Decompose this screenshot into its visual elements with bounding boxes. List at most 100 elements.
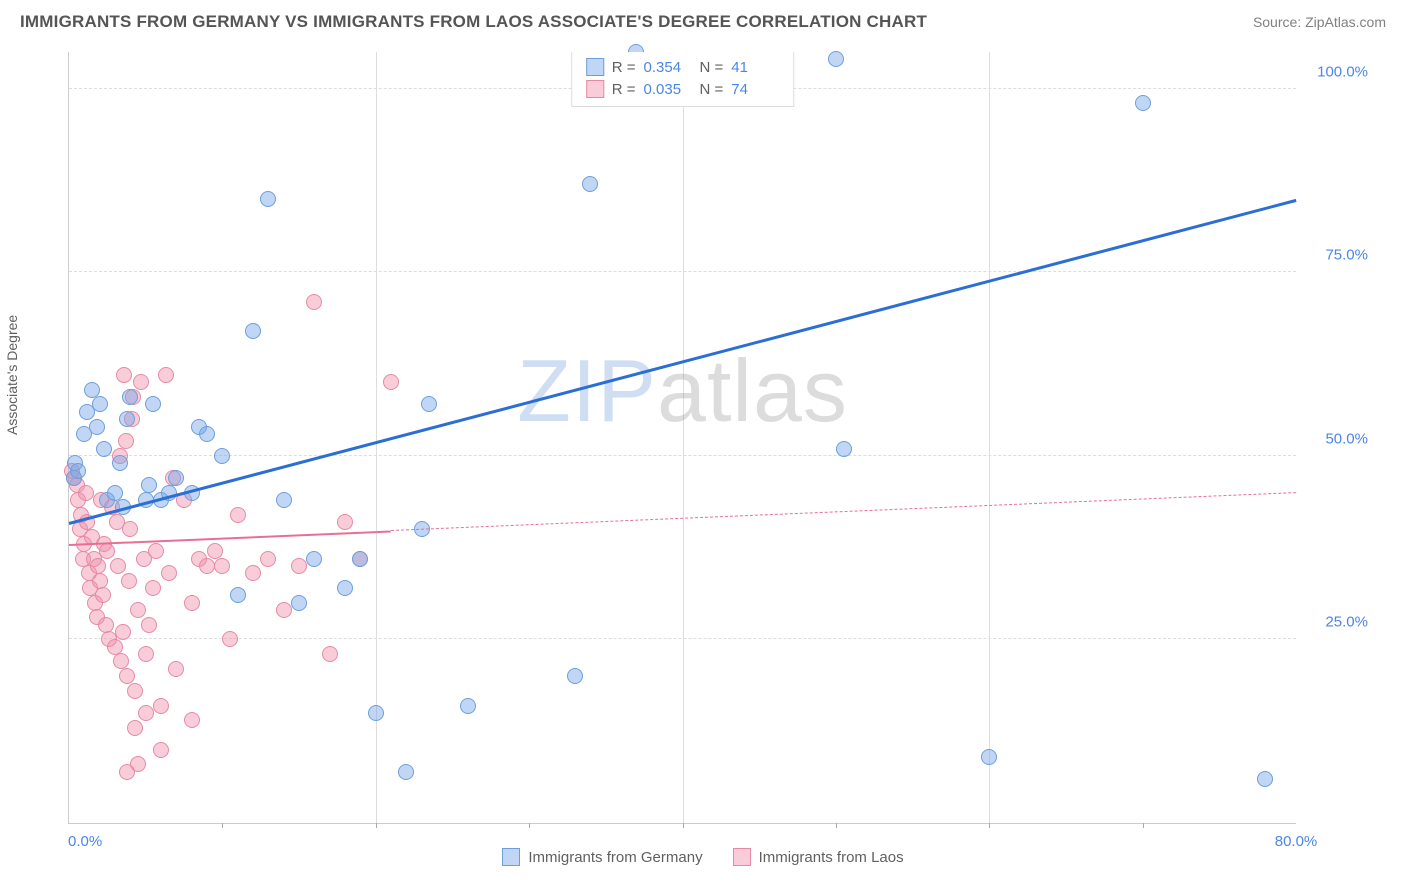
data-point-laos (306, 294, 322, 310)
data-point-laos (107, 639, 123, 655)
data-point-laos (113, 653, 129, 669)
plot-area: R = 0.354 N = 41 R = 0.035 N = 74 ZIPatl… (68, 52, 1296, 824)
n-label: N = (700, 59, 724, 76)
data-point-laos (122, 521, 138, 537)
legend-item-germany: Immigrants from Germany (502, 848, 702, 866)
n-value-laos: 74 (731, 81, 779, 98)
swatch-laos-bottom (733, 848, 751, 866)
x-tick-mark (529, 823, 530, 828)
data-point-laos (184, 712, 200, 728)
series-label-laos: Immigrants from Laos (759, 849, 904, 866)
swatch-germany (586, 58, 604, 76)
chart-container: Associate's Degree R = 0.354 N = 41 R = … (20, 42, 1386, 872)
data-point-laos (138, 705, 154, 721)
data-point-germany (567, 668, 583, 684)
data-point-laos (230, 507, 246, 523)
trendline-dashed-laos (391, 493, 1296, 532)
data-point-germany (398, 764, 414, 780)
trendline-laos (69, 530, 391, 545)
x-tick-mark (836, 823, 837, 828)
data-point-laos (199, 558, 215, 574)
legend-row-laos: R = 0.035 N = 74 (586, 78, 780, 100)
data-point-germany (230, 587, 246, 603)
data-point-germany (122, 389, 138, 405)
data-point-germany (112, 455, 128, 471)
legend-item-laos: Immigrants from Laos (733, 848, 904, 866)
data-point-germany (306, 551, 322, 567)
data-point-laos (127, 720, 143, 736)
data-point-laos (138, 646, 154, 662)
legend-row-germany: R = 0.354 N = 41 (586, 56, 780, 78)
data-point-germany (582, 176, 598, 192)
data-point-laos (245, 565, 261, 581)
data-point-laos (133, 374, 149, 390)
series-label-germany: Immigrants from Germany (528, 849, 702, 866)
y-tick-label: 75.0% (1308, 247, 1368, 264)
x-tick-mark (989, 823, 990, 828)
data-point-germany (460, 698, 476, 714)
data-point-laos (322, 646, 338, 662)
data-point-laos (121, 573, 137, 589)
y-tick-label: 50.0% (1308, 430, 1368, 447)
data-point-germany (836, 441, 852, 457)
data-point-laos (337, 514, 353, 530)
data-point-laos (119, 668, 135, 684)
x-tick-mark (222, 823, 223, 828)
data-point-germany (1135, 95, 1151, 111)
data-point-laos (115, 624, 131, 640)
source-attribution: Source: ZipAtlas.com (1253, 14, 1386, 30)
data-point-laos (276, 602, 292, 618)
r-label: R = (612, 81, 636, 98)
data-point-laos (383, 374, 399, 390)
data-point-laos (214, 558, 230, 574)
data-point-laos (90, 558, 106, 574)
data-point-laos (161, 565, 177, 581)
data-point-laos (168, 661, 184, 677)
x-tick-mark (376, 823, 377, 828)
chart-title: IMMIGRANTS FROM GERMANY VS IMMIGRANTS FR… (20, 12, 927, 32)
r-value-laos: 0.035 (644, 81, 692, 98)
data-point-germany (119, 411, 135, 427)
data-point-germany (260, 191, 276, 207)
data-point-germany (145, 396, 161, 412)
data-point-germany (981, 749, 997, 765)
y-axis-label: Associate's Degree (4, 315, 20, 435)
data-point-laos (95, 587, 111, 603)
n-label: N = (700, 81, 724, 98)
data-point-germany (214, 448, 230, 464)
correlation-legend: R = 0.354 N = 41 R = 0.035 N = 74 (571, 52, 795, 107)
data-point-germany (70, 463, 86, 479)
data-point-laos (98, 617, 114, 633)
data-point-germany (96, 441, 112, 457)
data-point-germany (92, 396, 108, 412)
data-point-laos (153, 698, 169, 714)
data-point-laos (145, 580, 161, 596)
data-point-laos (158, 367, 174, 383)
data-point-germany (89, 419, 105, 435)
data-point-laos (291, 558, 307, 574)
data-point-germany (421, 396, 437, 412)
data-point-germany (337, 580, 353, 596)
data-point-laos (141, 617, 157, 633)
data-point-germany (828, 51, 844, 67)
source-name: ZipAtlas.com (1305, 14, 1386, 30)
data-point-laos (127, 683, 143, 699)
data-point-laos (260, 551, 276, 567)
data-point-germany (107, 485, 123, 501)
source-prefix: Source: (1253, 14, 1305, 30)
n-value-germany: 41 (731, 59, 779, 76)
data-point-germany (1257, 771, 1273, 787)
swatch-germany-bottom (502, 848, 520, 866)
data-point-laos (78, 485, 94, 501)
watermark-atlas: atlas (657, 341, 848, 440)
data-point-laos (130, 602, 146, 618)
data-point-germany (352, 551, 368, 567)
data-point-laos (118, 433, 134, 449)
data-point-laos (184, 595, 200, 611)
data-point-germany (84, 382, 100, 398)
y-tick-label: 25.0% (1308, 614, 1368, 631)
watermark-zip: ZIP (517, 341, 657, 440)
data-point-laos (116, 367, 132, 383)
r-label: R = (612, 59, 636, 76)
data-point-germany (368, 705, 384, 721)
